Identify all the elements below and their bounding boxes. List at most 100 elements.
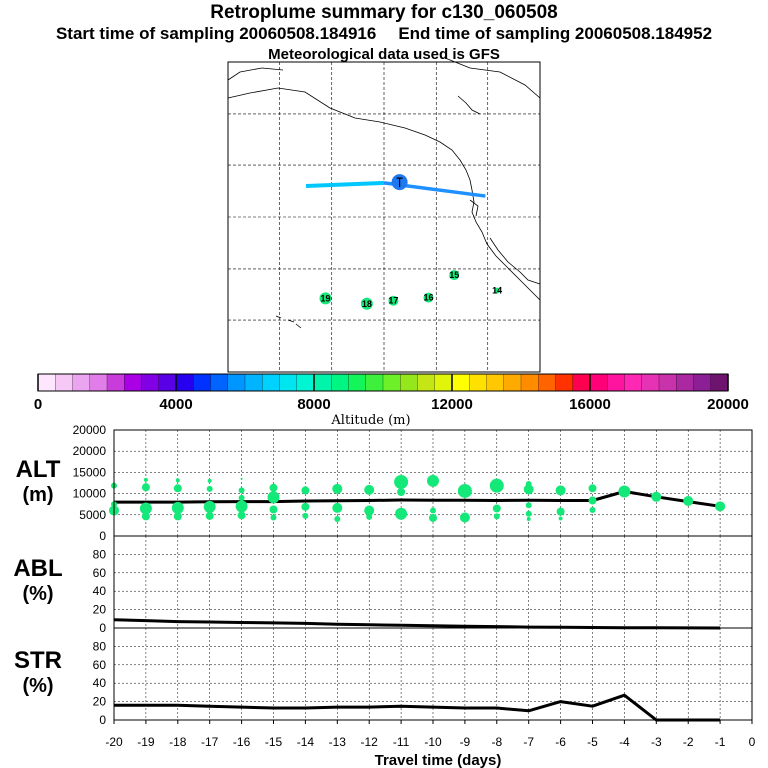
- cluster-point: [651, 491, 662, 502]
- cluster-point: [588, 484, 597, 493]
- cluster-point: [141, 512, 150, 521]
- release-point-glyph: [396, 177, 403, 188]
- x-axis: -20 -19 -18 -17 -16 -15 -14 -13 -12 -11 -10 -9 -8 -7-…: [105, 720, 756, 768]
- x-tick-label: -17: [201, 735, 219, 749]
- coastline: [227, 57, 541, 329]
- cluster-point: [523, 484, 534, 495]
- cluster-day-label: 19: [320, 293, 330, 303]
- cluster-point: [589, 507, 596, 514]
- panel-alt: 0 5000 10000 15000 20000 20000 ALT(m): [16, 423, 753, 543]
- series-line-abl: [113, 618, 721, 630]
- cluster-point: [715, 501, 726, 512]
- y-tick-label: 40: [93, 676, 107, 690]
- y-tick-label: 80: [93, 547, 107, 561]
- colorbar-cell: [262, 373, 281, 392]
- island-chain: [457, 95, 481, 115]
- cluster-point: [171, 501, 184, 514]
- y-tick-label: 20: [93, 603, 107, 617]
- x-tick-label: -16: [233, 735, 251, 749]
- y-tick-label: 0: [99, 621, 106, 635]
- cluster-day-label: 16: [423, 293, 433, 303]
- cluster-point: [175, 478, 180, 483]
- colorbar-cell: [331, 373, 350, 392]
- x-tick-label: -11: [393, 735, 410, 749]
- x-tick-label: -15: [265, 735, 283, 749]
- y-tick-label: 0: [99, 713, 106, 727]
- colorbar-cell: [538, 373, 557, 392]
- colorbar-cell: [106, 373, 125, 392]
- cluster-day-label: 17: [388, 296, 398, 306]
- x-tick-label: -1: [715, 735, 726, 749]
- x-tick-label: -19: [137, 735, 155, 749]
- cluster-point: [237, 511, 246, 520]
- colorbar-cell: [141, 373, 160, 392]
- x-tick-label: -20: [105, 735, 123, 749]
- cluster-point: [683, 496, 694, 507]
- y-tick-label: 60: [93, 658, 107, 672]
- cluster-point: [235, 500, 248, 513]
- y-tick-label: 80: [93, 639, 107, 653]
- colorbar-cell: [503, 373, 522, 392]
- y-tick-label: 40: [93, 584, 107, 598]
- colorbar-cell: [227, 373, 246, 392]
- colorbar-cell: [710, 373, 729, 392]
- cluster-point: [489, 478, 504, 493]
- cluster-point: [430, 507, 436, 514]
- colorbar-cell: [348, 373, 367, 392]
- x-tick-label: 0: [749, 735, 756, 749]
- colorbar-cell: [434, 373, 453, 392]
- y-tick-label: 10000: [73, 487, 107, 501]
- cluster-point: [397, 488, 406, 497]
- cluster-point: [364, 484, 375, 495]
- x-tick-label: -5: [587, 735, 598, 749]
- series-line-str: [114, 693, 721, 722]
- cluster-layer: 14 15 16 17 18 19: [319, 270, 502, 310]
- north-america-coast-east: [469, 199, 479, 217]
- colorbar-cell: [158, 373, 177, 392]
- colorbar-cell: [693, 373, 712, 392]
- cluster-point: [240, 477, 243, 480]
- chart-title: Retroplume summary for c130_060508: [210, 2, 558, 23]
- x-tick-label: -18: [169, 735, 187, 749]
- colorbar-cell: [469, 373, 488, 392]
- x-tick-label: -6: [555, 735, 566, 749]
- colorbar-cell: [676, 373, 695, 392]
- cluster-point: [139, 502, 152, 515]
- cluster-marker: [388, 295, 399, 306]
- cluster-point: [332, 502, 343, 513]
- y-tick-label: 20: [93, 695, 107, 709]
- colorbar-cell: [641, 373, 660, 392]
- cluster-point: [238, 487, 245, 494]
- colorbar-cell: [658, 373, 677, 392]
- cluster-point: [492, 504, 501, 513]
- colorbar-cell: [400, 373, 419, 392]
- cluster-point: [238, 494, 245, 501]
- x-axis-label: Travel time (days): [375, 752, 502, 768]
- map-gridlines: [228, 62, 540, 372]
- cluster-point: [429, 513, 437, 522]
- colorbar-cell: [279, 373, 298, 392]
- y-tick-label: 20000: [73, 444, 107, 458]
- cluster-point: [395, 507, 408, 520]
- cluster-point: [493, 513, 500, 520]
- colorbar-tick-label: 16000: [569, 396, 611, 413]
- map-frame: [227, 61, 541, 373]
- map-panel: 14 15 16 17 18 19: [227, 57, 541, 373]
- cluster-day-label: 18: [362, 299, 372, 309]
- cluster-point: [555, 485, 566, 496]
- x-tick-label: -8: [491, 735, 502, 749]
- cluster-point: [457, 483, 472, 498]
- cluster-day-label: 15: [449, 270, 459, 280]
- colorbar-cell: [589, 373, 608, 392]
- y-axis-unit-label: (%): [22, 583, 53, 605]
- cluster-marker: [494, 287, 501, 294]
- colorbar-label: Altitude (m): [330, 413, 410, 428]
- cluster-point: [205, 511, 214, 520]
- sampling-time-line: Start time of sampling 20060508.184916 En…: [0, 24, 768, 44]
- colorbar-cell: [607, 373, 626, 392]
- colorbar-cell: [89, 373, 108, 392]
- altitude-colorbar: 0 4000 8000 12000 16000 20000 Altitude (m): [34, 373, 749, 428]
- start-time-label: Start time of sampling 20060508.184916: [55, 24, 377, 43]
- y-tick-label: 60: [93, 566, 107, 580]
- colorbar-cell: [486, 373, 505, 392]
